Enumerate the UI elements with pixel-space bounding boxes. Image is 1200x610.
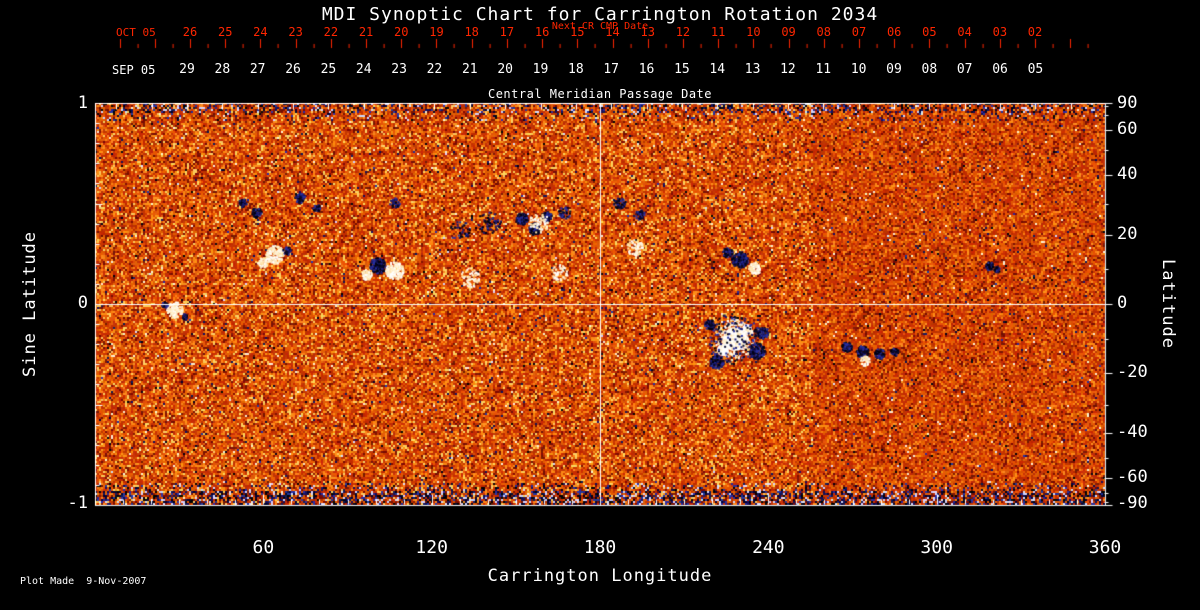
next-cr-day-label: 25 — [218, 26, 232, 39]
latitude-tick-label: -40 — [1117, 423, 1148, 442]
next-cr-month-label: OCT 05 — [116, 26, 156, 39]
x-axis-title: Carrington Longitude — [0, 566, 1200, 586]
next-cr-day-label: 05 — [922, 26, 936, 39]
next-cr-day-label: 14 — [605, 26, 619, 39]
next-cr-day-label: 23 — [288, 26, 302, 39]
cmp-day-label: 17 — [603, 63, 619, 77]
sine-latitude-tick-label: 1 — [44, 94, 88, 113]
x-tick-label: 180 — [584, 538, 617, 558]
next-cr-day-label: 10 — [746, 26, 760, 39]
cmp-day-label: 27 — [250, 63, 266, 77]
next-cr-day-label: 07 — [852, 26, 866, 39]
next-cr-day-label: 20 — [394, 26, 408, 39]
next-cr-day-label: 13 — [640, 26, 654, 39]
next-cr-day-label: 21 — [359, 26, 373, 39]
cmp-day-label: 15 — [674, 63, 690, 77]
cmp-day-label: 19 — [533, 63, 549, 77]
next-cr-day-label: 18 — [464, 26, 478, 39]
latitude-tick-label: 60 — [1117, 120, 1137, 139]
cmp-date-axis-title: Central Meridian Passage Date — [0, 87, 1200, 101]
cmp-day-label: 11 — [815, 63, 831, 77]
next-cr-axis-title: Next CR CMP Date — [0, 21, 1200, 32]
latitude-tick-label: -20 — [1117, 363, 1148, 382]
cmp-day-label: 12 — [780, 63, 796, 77]
cmp-day-label: 14 — [709, 63, 725, 77]
cmp-day-label: 16 — [639, 63, 655, 77]
sine-latitude-tick-label: 0 — [44, 294, 88, 313]
x-tick-label: 240 — [752, 538, 785, 558]
next-cr-day-label: 08 — [817, 26, 831, 39]
sine-latitude-tick-label: -1 — [44, 494, 88, 513]
latitude-tick-label: 0 — [1117, 294, 1127, 313]
next-cr-day-label: 24 — [253, 26, 267, 39]
next-cr-day-label: 26 — [183, 26, 197, 39]
next-cr-day-label: 12 — [676, 26, 690, 39]
synoptic-chart-stage: MDI Synoptic Chart for Carrington Rotati… — [0, 0, 1200, 610]
cmp-day-label: 05 — [1028, 63, 1044, 77]
latitude-tick-label: 20 — [1117, 225, 1137, 244]
plot-made-timestamp: Plot Made 9-Nov-2007 — [20, 576, 146, 587]
next-cr-day-label: 11 — [711, 26, 725, 39]
next-cr-day-label: 04 — [957, 26, 971, 39]
x-tick-label: 360 — [1089, 538, 1122, 558]
next-cr-day-label: 02 — [1028, 26, 1042, 39]
current-cr-month-label: SEP 05 — [112, 63, 155, 77]
cmp-day-label: 23 — [391, 63, 407, 77]
x-tick-label: 60 — [252, 538, 274, 558]
latitude-tick-label: -90 — [1117, 494, 1148, 513]
cmp-day-label: 18 — [568, 63, 584, 77]
cmp-day-label: 13 — [745, 63, 761, 77]
cmp-day-label: 07 — [957, 63, 973, 77]
next-cr-day-label: 06 — [887, 26, 901, 39]
cmp-day-label: 29 — [179, 63, 195, 77]
cmp-day-label: 28 — [215, 63, 231, 77]
right-y-axis-title: Latitude — [1158, 259, 1178, 349]
cmp-day-label: 09 — [886, 63, 902, 77]
cmp-day-label: 06 — [992, 63, 1008, 77]
next-cr-day-label: 15 — [570, 26, 584, 39]
left-y-axis-title: Sine Latitude — [20, 231, 40, 377]
cmp-day-label: 08 — [922, 63, 938, 77]
cmp-day-label: 22 — [427, 63, 443, 77]
cmp-day-label: 10 — [851, 63, 867, 77]
latitude-tick-label: 90 — [1117, 94, 1137, 113]
x-tick-label: 300 — [920, 538, 953, 558]
next-cr-day-label: 16 — [535, 26, 549, 39]
latitude-tick-label: -60 — [1117, 468, 1148, 487]
next-cr-day-label: 22 — [324, 26, 338, 39]
next-cr-day-label: 17 — [500, 26, 514, 39]
cmp-day-label: 21 — [462, 63, 478, 77]
next-cr-day-label: 03 — [993, 26, 1007, 39]
cmp-day-label: 25 — [321, 63, 337, 77]
latitude-tick-label: 40 — [1117, 165, 1137, 184]
cmp-day-label: 24 — [356, 63, 372, 77]
next-cr-day-label: 09 — [781, 26, 795, 39]
x-tick-label: 120 — [415, 538, 448, 558]
next-cr-day-label: 19 — [429, 26, 443, 39]
cmp-day-label: 26 — [285, 63, 301, 77]
cmp-day-label: 20 — [497, 63, 513, 77]
